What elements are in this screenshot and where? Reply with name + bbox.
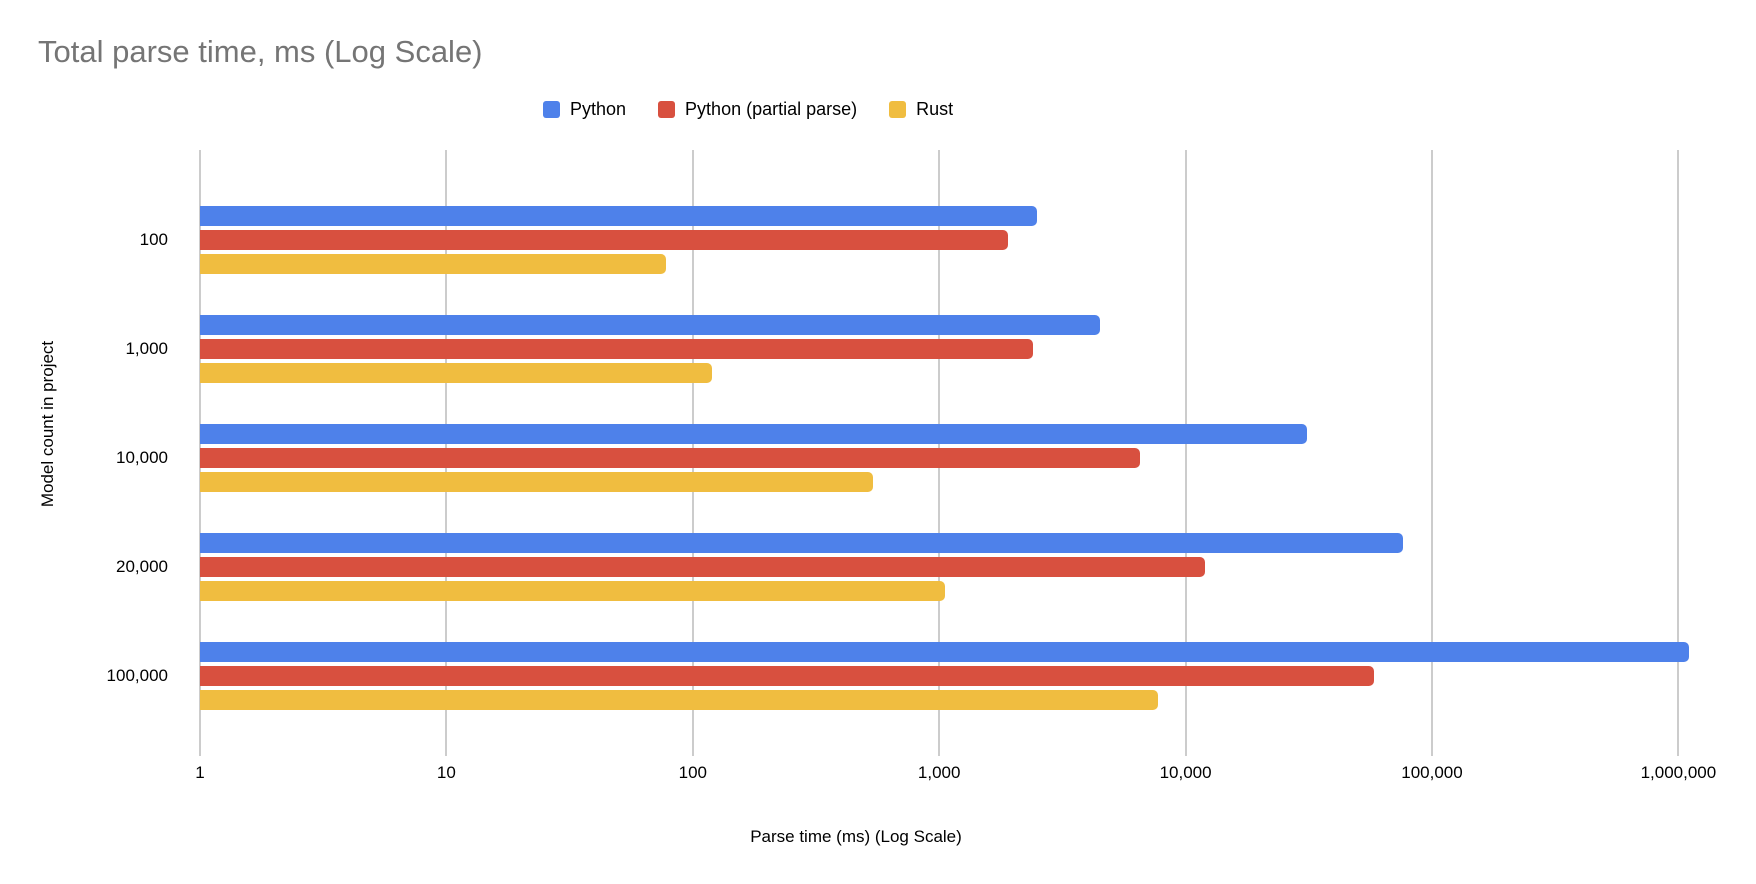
plot-area — [199, 150, 1700, 756]
y-axis-title: Model count in project — [38, 340, 57, 508]
x-tick-label: 100,000 — [1401, 763, 1463, 782]
gridline — [1677, 150, 1680, 756]
legend-swatch-rust — [889, 101, 907, 118]
legend-label-python-partial: Python (partial parse) — [685, 99, 858, 119]
x-tick-label: 10,000 — [1159, 763, 1212, 782]
legend-item-python-partial: Python (partial parse) — [658, 99, 857, 120]
bar-python-20000 — [200, 533, 1403, 553]
chart-title: Total parse time, ms (Log Scale) — [38, 34, 483, 69]
x-axis-title: Parse time (ms) (Log Scale) — [750, 827, 962, 846]
x-tick-label: 100 — [678, 763, 707, 782]
y-category-label: 20,000 — [116, 557, 168, 576]
bar-rust-10000 — [200, 472, 874, 492]
bar-rust-20000 — [200, 581, 946, 601]
legend-item-rust: Rust — [889, 99, 953, 120]
x-tick-label: 10 — [436, 763, 456, 782]
bar-rust-1000 — [200, 363, 713, 383]
legend: Python Python (partial parse) Rust — [543, 99, 953, 120]
bar-python-partial-parse-20000 — [200, 557, 1206, 577]
y-category-label: 1,000 — [125, 339, 168, 358]
gridline — [1184, 150, 1187, 756]
bar-python-100 — [200, 206, 1038, 226]
bar-python-partial-parse-100 — [200, 230, 1008, 250]
x-tick-label: 1,000,000 — [1640, 763, 1717, 782]
legend-swatch-python-partial — [658, 101, 676, 118]
y-category-label: 100 — [139, 230, 168, 249]
bar-python-100000 — [200, 642, 1689, 662]
legend-item-python: Python — [543, 99, 626, 120]
bar-rust-100000 — [200, 690, 1158, 710]
bar-python-partial-parse-10000 — [200, 448, 1140, 468]
legend-swatch-python — [543, 101, 560, 118]
bar-python-10000 — [200, 424, 1307, 444]
legend-label-rust: Rust — [916, 99, 954, 119]
bar-python-partial-parse-100000 — [200, 666, 1374, 686]
legend-label-python: Python — [570, 99, 627, 119]
bar-python-1000 — [200, 315, 1101, 335]
y-category-label: 10,000 — [116, 448, 168, 467]
bar-python-partial-parse-1000 — [200, 339, 1033, 359]
bar-rust-100 — [200, 254, 667, 274]
x-tick-label: 1 — [195, 763, 205, 782]
x-tick-label: 1,000 — [917, 763, 961, 782]
y-category-label: 100,000 — [106, 666, 168, 685]
gridline — [1431, 150, 1433, 756]
